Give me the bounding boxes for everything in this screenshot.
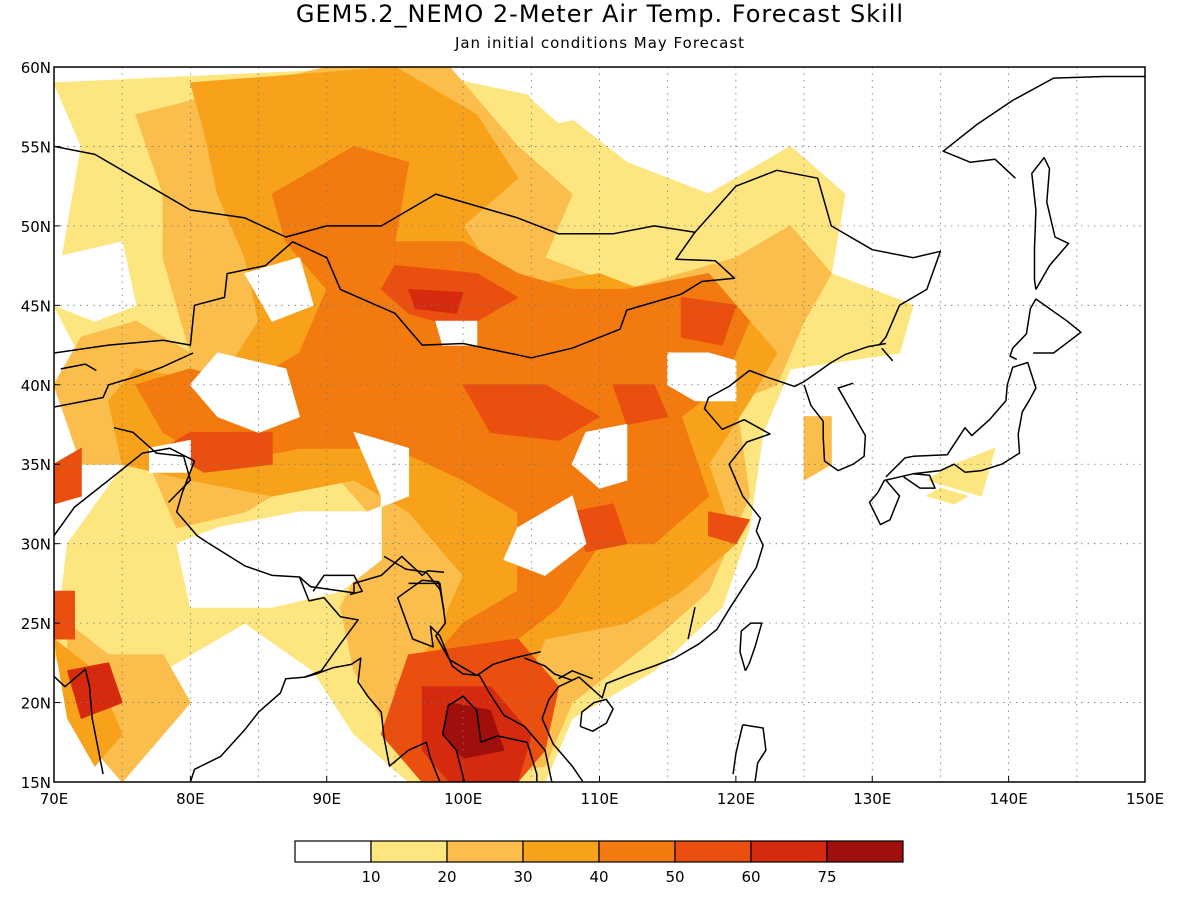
lat-tick-label: 30N xyxy=(21,536,51,554)
lon-tick-label: 80E xyxy=(176,790,205,808)
lat-tick-label: 55N xyxy=(21,138,51,156)
coastline xyxy=(579,698,614,732)
lat-tick-label: 35N xyxy=(21,456,51,474)
coastline xyxy=(312,574,363,596)
axis-ticks: 70E 80E 90E 100E 110E 120E 130E 140E 150E 15N 20N 2… xyxy=(21,59,1164,808)
coastline xyxy=(558,670,593,680)
colorbar-label: 30 xyxy=(513,868,532,886)
lat-tick-label: 20N xyxy=(21,695,51,713)
lat-tick-label: 60N xyxy=(21,59,51,77)
skill-region xyxy=(680,296,737,346)
skill-region xyxy=(503,495,587,576)
skill-region xyxy=(571,424,628,489)
coastline xyxy=(441,695,538,782)
coastline xyxy=(54,231,736,359)
coastline xyxy=(885,361,1037,481)
colorbar-swatch xyxy=(826,840,904,863)
coastline xyxy=(383,555,442,592)
lat-tick-label: 40N xyxy=(21,377,51,395)
skill-region xyxy=(926,487,969,505)
skill-region xyxy=(803,416,832,481)
lat-tick-label: 45N xyxy=(21,297,51,315)
skill-region xyxy=(435,320,478,346)
coastline xyxy=(739,622,763,672)
lat-tick-label: 25N xyxy=(21,615,51,633)
coastline xyxy=(1031,156,1070,290)
lon-tick-label: 140E xyxy=(990,790,1028,808)
colorbar-swatch xyxy=(446,840,524,863)
colorbar-label: 60 xyxy=(741,868,760,886)
coastline xyxy=(942,75,1145,179)
lon-tick-label: 120E xyxy=(717,790,755,808)
skill-region xyxy=(708,511,750,545)
map-subtitle: Jan initial conditions May Forecast xyxy=(454,34,746,52)
colorbar-label: 75 xyxy=(817,868,836,886)
coastline xyxy=(868,479,901,526)
colorbar-swatch xyxy=(522,840,600,863)
lat-tick-label: 15N xyxy=(21,774,51,792)
coastline xyxy=(524,657,573,682)
coastline xyxy=(903,473,936,489)
coastline xyxy=(54,145,942,346)
colorbar-label: 40 xyxy=(589,868,608,886)
colorbar-swatch xyxy=(370,840,448,863)
skill-region xyxy=(517,67,600,124)
colorbar: 10 20 30 40 50 60 75 xyxy=(294,840,904,886)
skill-region xyxy=(926,447,996,497)
coastline xyxy=(803,382,867,472)
skill-region xyxy=(667,352,737,402)
coastline xyxy=(742,724,767,782)
lon-tick-label: 90E xyxy=(312,790,341,808)
lon-tick-label: 70E xyxy=(40,790,69,808)
coastline xyxy=(687,607,696,640)
lon-tick-label: 100E xyxy=(444,790,482,808)
coastline xyxy=(732,724,744,775)
coastline xyxy=(881,347,894,362)
colorbar-swatch xyxy=(598,840,676,863)
colorbar-label: 20 xyxy=(437,868,456,886)
coastline xyxy=(54,654,104,775)
coastline xyxy=(298,576,359,678)
coastline-layer xyxy=(54,75,1145,782)
coastline xyxy=(54,352,194,408)
lon-tick-label: 110E xyxy=(580,790,618,808)
lon-tick-label: 150E xyxy=(1126,790,1164,808)
lon-tick-label: 130E xyxy=(853,790,891,808)
skill-region xyxy=(176,431,410,608)
coastline xyxy=(1009,298,1082,361)
skill-region xyxy=(54,590,75,640)
skill-region xyxy=(67,662,123,719)
skill-region xyxy=(54,241,137,322)
colorbar-label: 50 xyxy=(665,868,684,886)
colorbar-swatch xyxy=(294,840,372,863)
coastline xyxy=(60,363,97,372)
coastline xyxy=(408,582,542,677)
coastline xyxy=(396,579,553,782)
skill-region xyxy=(54,447,82,505)
colorbar-label: 10 xyxy=(361,868,380,886)
lat-tick-label: 50N xyxy=(21,218,51,236)
map-title: GEM5.2_NEMO 2-Meter Air Temp. Forecast S… xyxy=(295,0,905,28)
colorbar-swatch xyxy=(750,840,828,863)
graticule xyxy=(54,67,1145,782)
skill-region xyxy=(408,288,464,314)
colorbar-swatch xyxy=(674,840,752,863)
coastline xyxy=(113,426,192,503)
coastline xyxy=(541,342,887,782)
skill-fill-layer xyxy=(54,67,996,782)
coastline xyxy=(189,657,441,782)
